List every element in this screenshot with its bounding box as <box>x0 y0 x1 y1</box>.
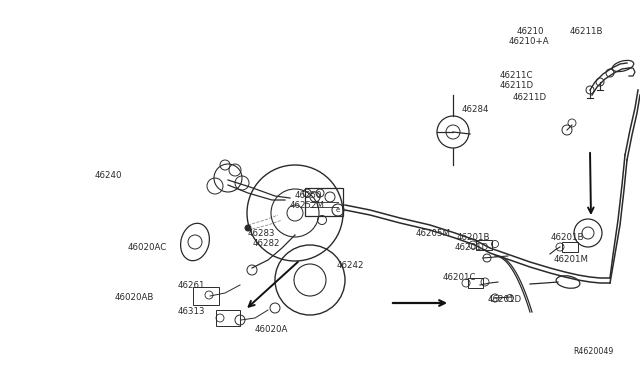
Text: e: e <box>336 207 340 213</box>
Text: 46211C: 46211C <box>500 71 534 80</box>
Text: 46284: 46284 <box>462 106 490 115</box>
Text: 46211B: 46211B <box>570 28 604 36</box>
Text: 46240: 46240 <box>95 170 122 180</box>
Bar <box>562 242 578 252</box>
Text: 46261: 46261 <box>178 280 205 289</box>
Text: 46020AB: 46020AB <box>115 294 154 302</box>
Bar <box>193 287 219 305</box>
Text: 46242: 46242 <box>337 260 365 269</box>
Text: 46201B: 46201B <box>457 234 490 243</box>
Text: 46201D: 46201D <box>455 244 489 253</box>
Bar <box>216 310 240 326</box>
Text: 46201C: 46201C <box>443 273 477 282</box>
Text: 46250: 46250 <box>295 190 323 199</box>
Bar <box>476 240 492 250</box>
Text: 46210: 46210 <box>517 28 545 36</box>
Text: 46201M: 46201M <box>554 256 589 264</box>
Text: 46252M: 46252M <box>290 201 325 209</box>
Text: 46201D: 46201D <box>488 295 522 305</box>
Bar <box>468 278 483 288</box>
Text: 46211D: 46211D <box>513 93 547 102</box>
Bar <box>305 188 343 216</box>
Text: 46020A: 46020A <box>255 326 289 334</box>
Text: R4620049: R4620049 <box>573 347 613 356</box>
Text: 46210+A: 46210+A <box>509 38 550 46</box>
Text: 46020AC: 46020AC <box>128 244 167 253</box>
Text: 46313: 46313 <box>178 308 205 317</box>
Text: 46282: 46282 <box>253 238 280 247</box>
Text: 46283: 46283 <box>248 228 275 237</box>
Text: 46205M: 46205M <box>416 228 451 237</box>
Text: 46201B: 46201B <box>551 232 584 241</box>
Circle shape <box>245 225 251 231</box>
Text: 46211D: 46211D <box>500 81 534 90</box>
